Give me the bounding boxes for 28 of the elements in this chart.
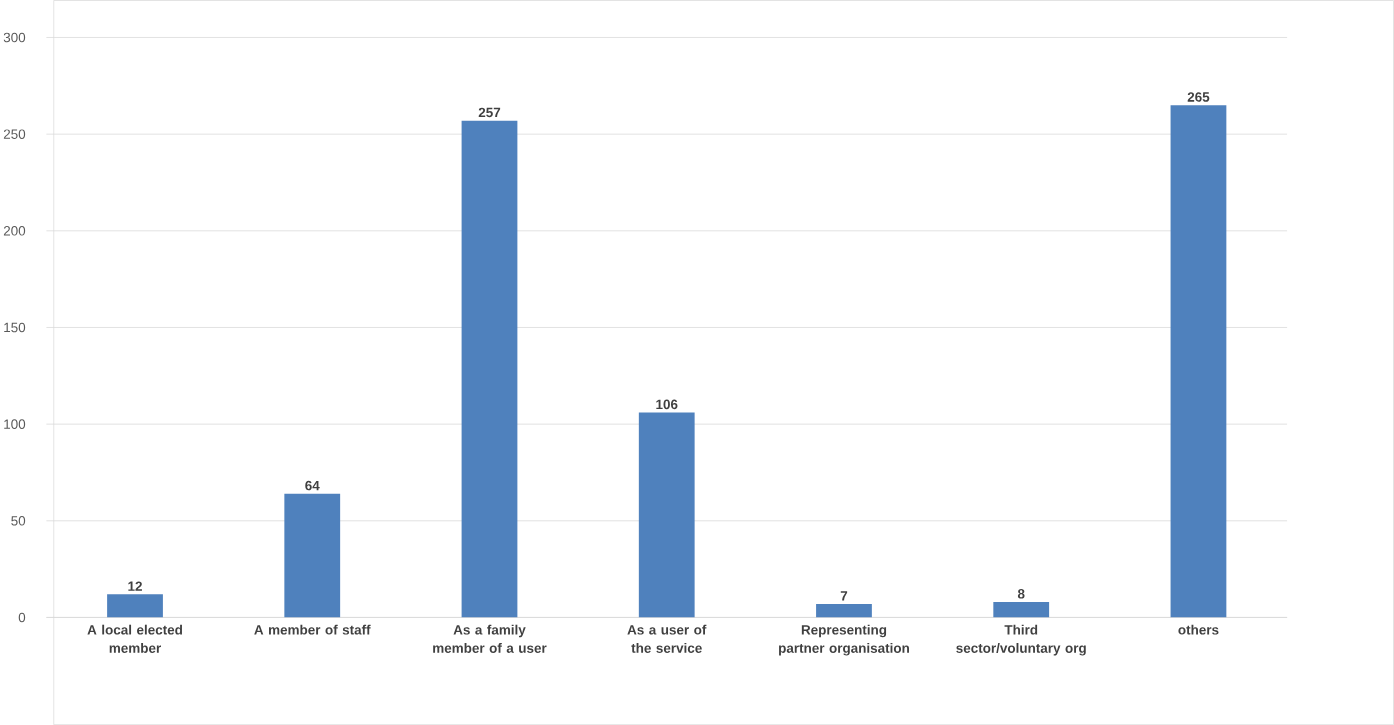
y-tick-label: 50 bbox=[11, 515, 26, 526]
bar bbox=[816, 603, 872, 618]
data-label: 257 bbox=[478, 107, 501, 118]
x-tick-label: others bbox=[1178, 624, 1219, 635]
y-tick-label: 100 bbox=[4, 419, 26, 429]
bar bbox=[461, 120, 518, 618]
x-tick-label: As a user of the service bbox=[627, 624, 707, 653]
y-tick-label: 300 bbox=[3, 32, 26, 43]
data-label: 64 bbox=[305, 480, 320, 491]
x-tick-label: A local elected member bbox=[87, 624, 183, 653]
data-label: 12 bbox=[128, 581, 142, 591]
bar bbox=[284, 493, 341, 618]
y-tick-label: 0 bbox=[18, 612, 26, 623]
bar bbox=[1170, 105, 1227, 618]
data-label: 106 bbox=[656, 399, 678, 410]
y-tick-label: 250 bbox=[3, 129, 26, 139]
y-tick-label: 150 bbox=[4, 322, 26, 333]
bar bbox=[107, 594, 163, 618]
x-tick-label: Third sector/voluntary org bbox=[956, 624, 1086, 656]
y-tick-label: 200 bbox=[3, 225, 26, 236]
x-tick-label: Representing partner organisation bbox=[779, 624, 909, 656]
x-tick-label: A member of staff bbox=[254, 624, 371, 635]
data-label: 7 bbox=[840, 591, 848, 601]
bar bbox=[638, 412, 695, 618]
x-tick-label: As a family member of a user bbox=[433, 624, 547, 653]
data-label: 8 bbox=[1017, 588, 1025, 599]
bar bbox=[993, 601, 1050, 618]
data-label: 265 bbox=[1187, 92, 1210, 102]
